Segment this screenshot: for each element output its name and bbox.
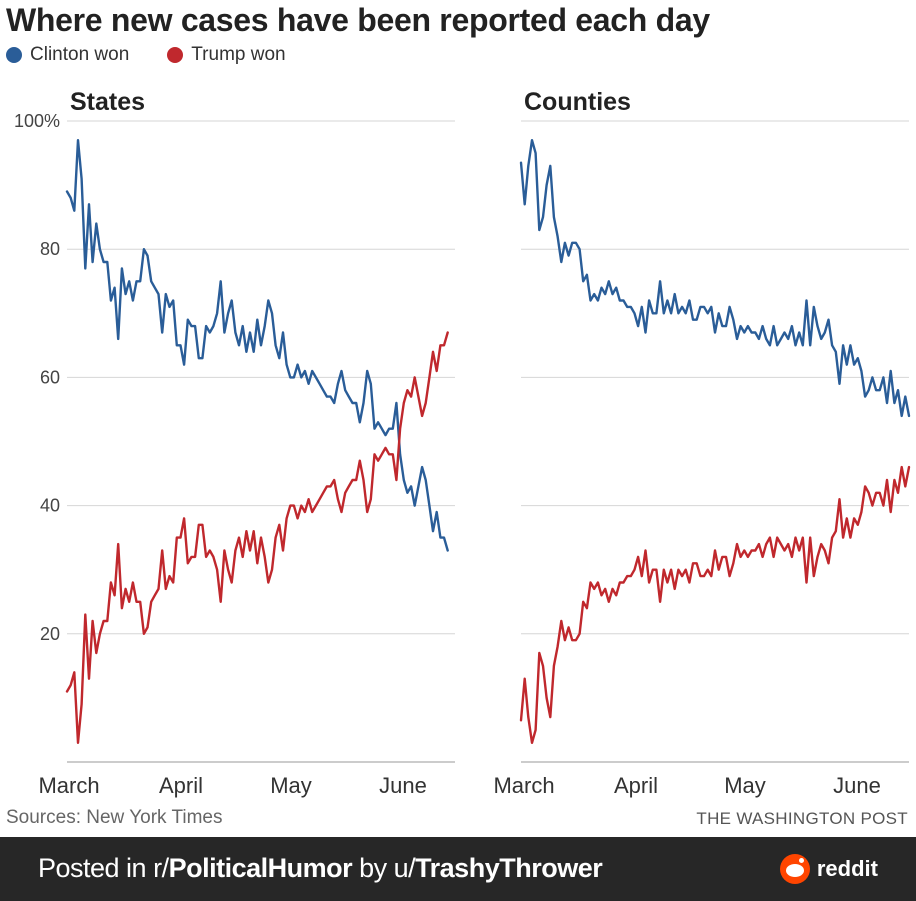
reddit-brand: reddit [779,854,878,884]
panel-2-x-tick-label: May [724,773,766,798]
panel-1-series-line-trump [65,331,449,744]
chart-title: Where new cases have been reported each … [6,2,710,38]
panel-2-x-tick-label: April [614,773,658,798]
panel-2-x-tick-label: March [493,773,554,798]
sources-note: Sources: New York Times [6,807,223,828]
legend-label-trump: Trump won [191,44,286,65]
panel-1-series-line-clinton [65,139,449,552]
panel-1-x-tick-label: March [38,773,99,798]
panel-1-y-tick-label: 20 [40,624,60,644]
reddit-wordmark: reddit [816,856,878,881]
panel-2-series-line-trump [519,465,911,744]
charts-canvas: 20 40 60 80 100% States March April May June Count… [14,88,911,798]
reddit-alien-icon [779,854,810,884]
panel-2-series-line-clinton [519,139,911,418]
posted-prefix: Posted in r/ [38,853,169,883]
reddit-footer-bar: Posted in r/PoliticalHumor by u/TrashyTh… [0,837,916,901]
panel-1-y-tick-label: 40 [40,496,60,516]
panel-1-x-tick-label: June [379,773,427,798]
legend: Clinton won Trump won [6,44,324,66]
panel-1-x-tick-label: April [159,773,203,798]
subreddit-link[interactable]: PoliticalHumor [168,853,353,883]
posted-in-text: Posted in r/PoliticalHumor by u/TrashyTh… [38,853,603,884]
legend-item-trump: Trump won [167,44,286,66]
legend-label-clinton: Clinton won [30,44,130,65]
legend-dot-clinton [6,47,22,63]
panel-2-x-tick-label: June [833,773,881,798]
credit-note: THE WASHINGTON POST [696,809,908,828]
panel-1-y-tick-label: 80 [40,239,60,259]
panel-1-y-tick-label: 100% [14,111,60,131]
posted-by: by u/ [352,853,416,883]
panel-2-title: Counties [524,88,631,116]
legend-item-clinton: Clinton won [6,44,129,66]
panel-1-y-tick-label: 60 [40,367,60,387]
panel-1-x-tick-label: May [270,773,312,798]
panel-1-title: States [70,88,145,116]
legend-dot-trump [167,47,184,63]
username-link[interactable]: TrashyThrower [415,853,603,883]
